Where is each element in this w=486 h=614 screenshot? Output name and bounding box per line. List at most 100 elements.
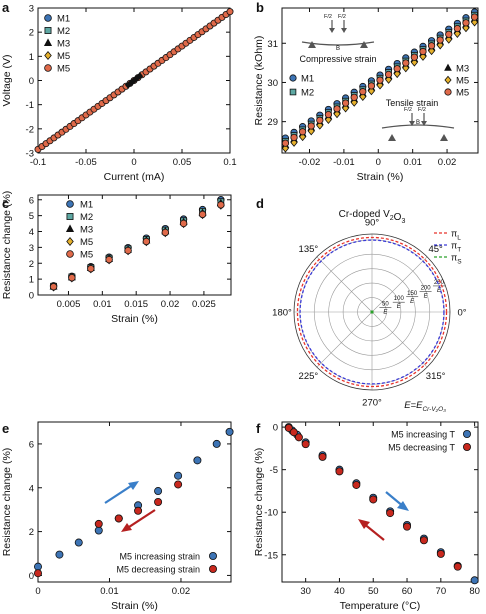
panel-b: b -0.02 -0.01 0 0.01 0.02 29 30 31 Strain (%) Resi… [253,0,479,183]
panel-f: f 30 40 50 60 70 80 0 -5 -10 -15 Temperature (°C) Re… [253,421,480,612]
panel-letter: a [2,0,10,15]
data-point-decreasing [436,549,445,558]
data-point-circle [87,264,95,273]
decreasing-arrowhead [121,523,132,532]
legend-marker [289,88,297,96]
force-label: F/2 [324,14,332,20]
legend-marker [462,442,471,451]
force-arrowhead [421,121,427,126]
x-tick-label: 0.1 [223,157,236,168]
legend-marker [44,50,52,61]
center-cluster [124,72,144,89]
data-point-decreasing [34,569,43,578]
y-tick-label: 3 [29,243,34,254]
x-tick-label: 0.02 [438,157,457,168]
x-axis-label: Strain (%) [111,313,158,325]
data-point-circle [453,24,461,33]
x-tick-label: 0 [131,157,136,168]
panel-letter: e [2,421,9,436]
decreasing-arrow [125,509,156,530]
angle-label: 270° [362,398,382,409]
legend-label: M2 [301,88,314,99]
legend-label: M5 [456,88,469,99]
data-point-decreasing [403,522,412,531]
panel-a: a -0.1 -0.05 0 0.05 0.1 -3 -2 -1 0 1 2 3 Current (mA)… [1,0,237,183]
data-point-decreasing [134,506,143,515]
data-point-decreasing [453,562,462,571]
y-tick-label: -3 [26,149,34,160]
radial-tick-label: 50 [382,302,389,308]
legend-label: M5 [80,237,93,248]
plot-frame [281,7,479,154]
data-point-circle [105,255,113,264]
polar-spoke [371,256,428,313]
x-tick-label: -0.02 [299,157,321,168]
panel-d: dCr-doped V2O30°45°90°135°180°225°270°31… [256,196,467,413]
data-point-increasing [34,562,43,571]
data-point-circle [217,201,225,209]
data-point-circle [307,122,315,130]
inset-bottom-label: Tensile strain [386,98,439,108]
legend-label: M5 decreasing strain [116,565,200,575]
radial-unit: E [410,299,415,305]
panel-letter: f [256,421,261,436]
legend-label: M1 [80,200,93,211]
y-axis-label: Voltage (V) [1,55,13,107]
x-tick-label: -0.1 [30,157,46,168]
panel-letter: b [256,0,264,15]
legend-label: M3 [456,64,469,75]
data-point-m5 [226,8,234,16]
data-point-circle [376,76,384,84]
radial-unit: E [383,310,388,316]
inset-diagram: B F/2 F/2 [381,107,455,141]
legend-marker [66,236,74,247]
x-tick-label: 0.01 [100,586,119,597]
y-tick-label: 0 [29,76,34,87]
y-tick-label: 2 [29,527,34,538]
legend-symbol: π [451,253,457,263]
data-point-diamond [281,143,289,153]
legend-marker [66,213,74,220]
data-point-increasing [193,456,202,465]
plot-frame [281,421,479,583]
data-point-circle [290,133,298,142]
data-point-circle [350,93,358,101]
legend-label: πS [451,253,462,266]
legend-label: M3 [57,39,70,50]
legend-label: M5 [456,76,469,87]
legend-label: πT [451,241,461,254]
y-tick-label: 0 [29,291,34,302]
radial-tick-label: 250 [434,280,445,286]
data-point-decreasing [335,467,344,476]
legend-marker [444,63,452,71]
x-tick-label: 0.005 [57,299,81,310]
force-arrowhead [341,28,347,33]
radial-unit: E [397,304,402,310]
data-point-circle [342,99,350,107]
x-tick-label: 60 [402,586,413,597]
force-arrowhead [409,121,415,126]
data-point-circle [316,116,324,124]
radial-tick-label: 200 [421,285,432,291]
data-point-circle [359,88,367,96]
data-point-increasing [154,487,163,496]
legend-label: M5 [80,250,93,261]
beam-line [381,124,455,129]
legend-label: M5 [57,64,70,75]
y-tick-label: 3 [29,4,34,15]
legend-marker [44,64,52,72]
data-point-circle [436,36,444,44]
x-tick-label: 0.015 [124,299,148,310]
x-tick-label: 0.02 [161,299,180,310]
inset-diagram: B F/2 F/2 [301,14,375,52]
title-part: 3 [401,218,405,225]
x-tick-label: 0 [376,157,381,168]
data-point-increasing [55,550,64,559]
legend-sub: T [457,247,461,254]
legend-label: M2 [57,26,70,37]
plot-frame [37,421,232,583]
legend-label: M1 [301,74,314,85]
increasing-arrowhead [128,481,139,490]
data-point-circle [427,42,436,50]
x-axis-label: Temperature (°C) [340,600,421,612]
